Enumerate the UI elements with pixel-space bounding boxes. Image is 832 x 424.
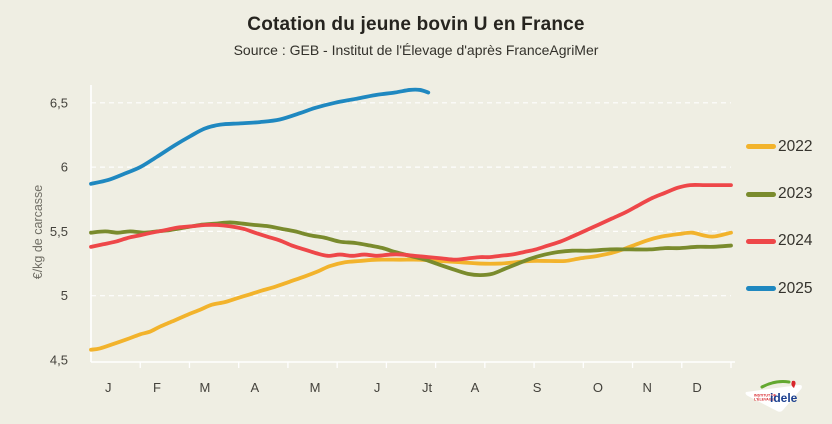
y-tick-label-6: 6 bbox=[61, 160, 68, 175]
x-tick-label-4-M: M bbox=[310, 380, 321, 395]
legend-item-2024: 2024 bbox=[746, 231, 812, 251]
chart-title: Cotation du jeune bovin U en France bbox=[247, 14, 585, 35]
y-tick-label-6,5: 6,5 bbox=[50, 95, 68, 110]
chart-subtitle: Source : GEB - Institut de l'Élevage d'a… bbox=[233, 42, 599, 58]
y-tick-label-4,5: 4,5 bbox=[50, 353, 68, 368]
series-line-2023 bbox=[89, 220, 733, 278]
idele-logo-org-line1: INSTITUT DE bbox=[754, 394, 777, 398]
legend-label-2022: 2022 bbox=[778, 137, 813, 155]
legend-swatch-2024 bbox=[746, 238, 776, 244]
x-tick-label-5-J: J bbox=[374, 380, 381, 395]
y-tick-label-5: 5 bbox=[61, 288, 68, 303]
legend-item-2023: 2023 bbox=[746, 184, 812, 204]
x-tick-label-8-S: S bbox=[533, 380, 542, 395]
series-line-2022 bbox=[89, 230, 733, 352]
x-tick-label-10-N: N bbox=[642, 380, 651, 395]
x-tick-label-11-D: D bbox=[692, 380, 701, 395]
idele-logo: INSTITUT DE L'ÉLEVAGE idele bbox=[745, 380, 802, 412]
legend-item-2025: 2025 bbox=[746, 279, 812, 299]
y-tick-label-5,5: 5,5 bbox=[50, 224, 68, 239]
legend-item-2022: 2022 bbox=[746, 137, 812, 157]
series-line-2025 bbox=[89, 87, 431, 186]
x-tick-label-2-M: M bbox=[199, 380, 210, 395]
legend-label-2023: 2023 bbox=[778, 185, 813, 202]
x-tick-label-0-J: J bbox=[105, 380, 112, 395]
idele-logo-brand: idele bbox=[770, 391, 798, 405]
x-tick-label-9-O: O bbox=[593, 380, 603, 395]
x-tick-label-3-A: A bbox=[251, 380, 260, 395]
idele-logo-shield bbox=[745, 384, 802, 412]
chart-header: Cotation du jeune bovin U en France Sour… bbox=[0, 0, 832, 58]
legend-swatch-2022 bbox=[746, 144, 776, 149]
x-tick-label-6-Jt: Jt bbox=[422, 380, 433, 395]
legend-label-2025: 2025 bbox=[778, 279, 813, 297]
idele-logo-accent bbox=[791, 380, 796, 388]
idele-logo-swoosh bbox=[760, 380, 791, 389]
legend-label-2024: 2024 bbox=[778, 232, 813, 249]
x-tick-label-7-A: A bbox=[471, 380, 480, 395]
legend-swatch-2025 bbox=[746, 286, 776, 291]
x-tick-label-1-F: F bbox=[153, 380, 161, 395]
y-axis-title: €/kg de carcasse bbox=[31, 185, 45, 280]
idele-logo-org-line2: L'ÉLEVAGE bbox=[754, 397, 775, 402]
series-line-2024 bbox=[89, 183, 733, 262]
legend-swatch-2023 bbox=[746, 191, 776, 197]
